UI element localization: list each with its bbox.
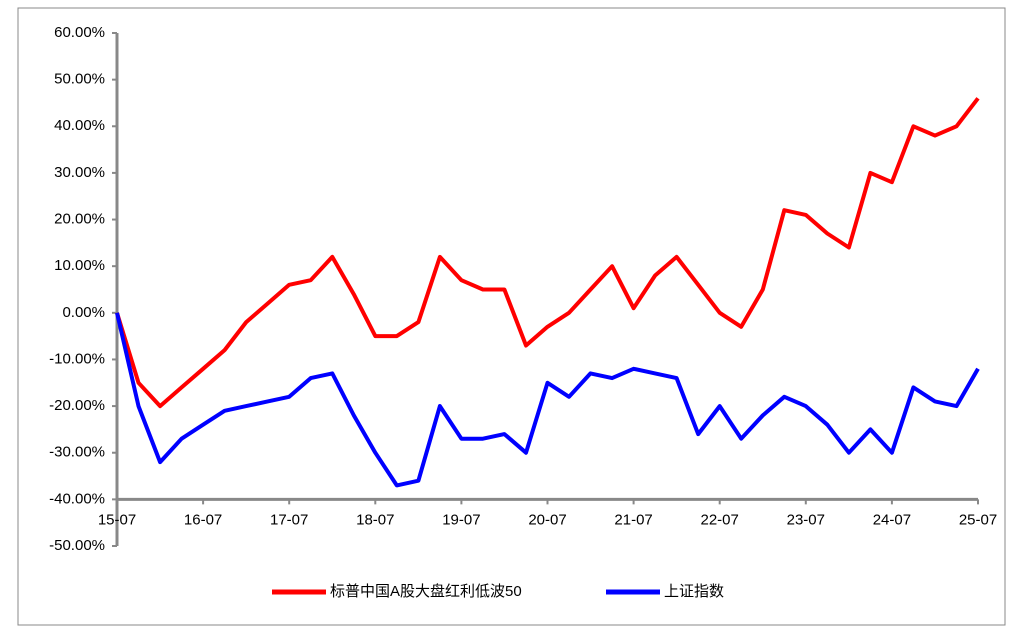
y-tick-label: 40.00% (54, 117, 105, 134)
legend-label: 上证指数 (664, 583, 724, 600)
y-tick-label: 30.00% (54, 164, 105, 181)
x-tick-label: 24-07 (873, 511, 911, 528)
legend-label: 标普中国A股大盘红利低波50 (330, 582, 522, 600)
x-tick-label: 21-07 (614, 511, 652, 528)
y-tick-label: -30.00% (49, 444, 105, 461)
chart-border (17, 7, 1006, 626)
x-tick-label: 25-07 (959, 511, 997, 528)
y-tick-label: -40.00% (49, 490, 105, 507)
y-tick-label: 50.00% (54, 71, 105, 88)
x-tick-label: 17-07 (270, 511, 308, 528)
series-line (115, 312, 980, 488)
y-tick-label: -10.00% (49, 350, 105, 367)
y-tick-label: 10.00% (54, 257, 105, 274)
y-tick-label: 0.00% (62, 304, 105, 321)
x-tick-label: 16-07 (184, 511, 222, 528)
y-tick-label: 20.00% (54, 211, 105, 228)
series-line (115, 97, 980, 409)
y-tick-label: -20.00% (49, 397, 105, 414)
x-tick-label: 15-07 (98, 511, 136, 528)
y-tick-label: -50.00% (49, 537, 105, 554)
x-tick-label: 20-07 (528, 511, 566, 528)
x-tick-label: 19-07 (442, 511, 480, 528)
x-tick-label: 18-07 (356, 511, 394, 528)
x-tick-label: 23-07 (787, 511, 825, 528)
y-tick-label: 60.00% (54, 24, 105, 41)
x-tick-label: 22-07 (701, 511, 739, 528)
